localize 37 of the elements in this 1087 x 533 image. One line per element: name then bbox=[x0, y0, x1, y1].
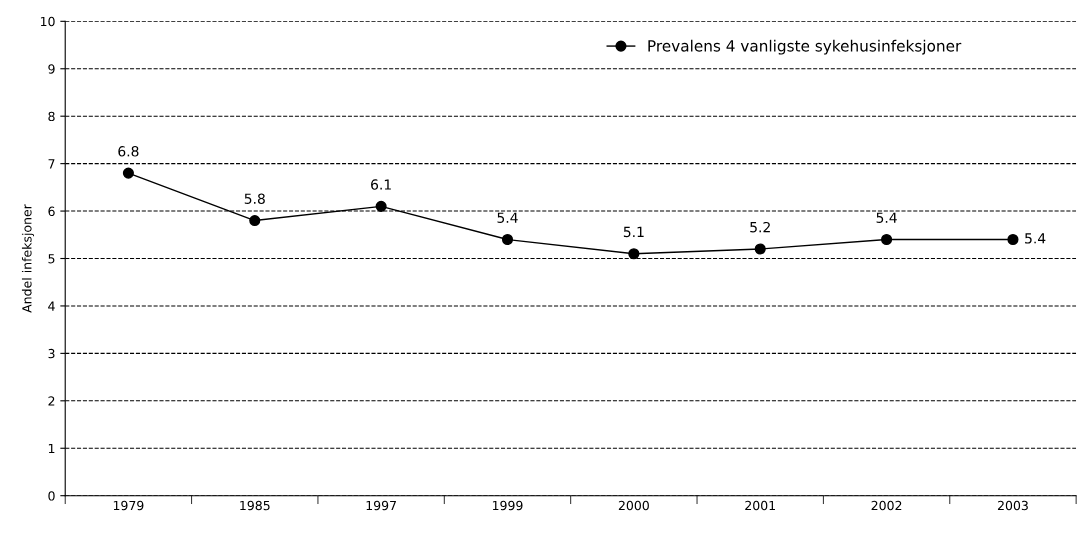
x-tick-label: 2002 bbox=[871, 500, 902, 511]
x-tick-label: 1985 bbox=[240, 500, 270, 511]
y-tick-label: 9 bbox=[48, 64, 55, 74]
x-tick-label: 1979 bbox=[113, 500, 144, 511]
point bbox=[881, 233, 893, 246]
point bbox=[501, 233, 514, 246]
data-label: 5.2 bbox=[750, 221, 770, 233]
y-tick-label: 2 bbox=[48, 396, 55, 406]
y-tick-label: 8 bbox=[48, 111, 55, 122]
x-tick-label: 1997 bbox=[366, 500, 396, 511]
legend-label: Prevalens 4 vanligste sykehusinfeksjoner bbox=[648, 39, 962, 55]
data-label: 6.1 bbox=[371, 179, 391, 190]
point bbox=[628, 248, 640, 260]
y-tick-label: 10 bbox=[40, 16, 55, 27]
y-tick-label: 5 bbox=[48, 254, 55, 264]
x-tick-label: 2000 bbox=[618, 500, 649, 511]
x-tick-label: 2003 bbox=[997, 500, 1028, 511]
x-tick-label: 2001 bbox=[745, 500, 775, 511]
data-label: 5.4 bbox=[876, 212, 897, 223]
y-axis-title: Andel infeksjoner bbox=[21, 204, 35, 313]
y-tick-label: 0 bbox=[48, 491, 55, 501]
point bbox=[1007, 233, 1019, 246]
point bbox=[249, 214, 261, 227]
y-tick-label: 6 bbox=[48, 206, 55, 216]
point bbox=[375, 200, 387, 212]
data-label: 5.4 bbox=[497, 212, 518, 223]
y-tick-label: 7 bbox=[48, 159, 55, 169]
y-tick-label: 1 bbox=[48, 443, 55, 453]
data-label: 5.1 bbox=[623, 226, 644, 238]
point bbox=[754, 243, 766, 255]
data-label: 6.8 bbox=[118, 146, 139, 157]
data-label: 5.4 bbox=[1025, 233, 1046, 244]
data-label: 5.8 bbox=[244, 193, 265, 204]
y-tick-label: 3 bbox=[48, 348, 55, 359]
point bbox=[122, 167, 134, 179]
x-tick-label: 1999 bbox=[492, 500, 523, 511]
y-tick-label: 4 bbox=[48, 301, 55, 311]
